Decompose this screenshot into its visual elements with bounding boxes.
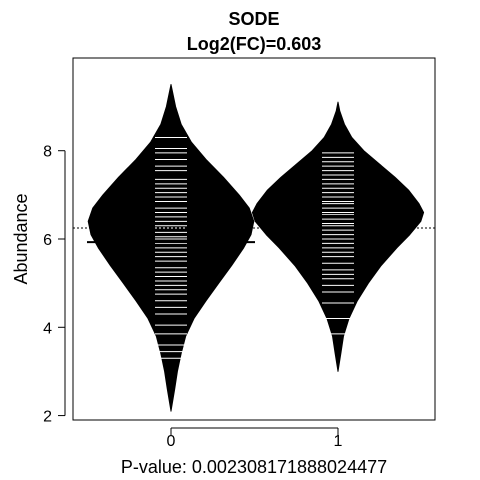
y-axis-label: Abundance [11, 193, 31, 284]
beans-layer [87, 84, 425, 412]
y-tick-label: 4 [43, 320, 52, 337]
y-axis: 2 4 6 8 [43, 144, 66, 426]
observations-layer [155, 136, 354, 359]
chart-title: SODE [228, 9, 279, 29]
x-tick-label: 0 [167, 433, 176, 450]
y-tick-label: 2 [43, 409, 52, 426]
x-axis-label: P-value: 0.00230817188802447​7 [121, 457, 387, 477]
plot-frame [72, 57, 436, 421]
means-layer [87, 215, 422, 244]
y-tick-label: 8 [43, 144, 52, 161]
y-tick-label: 6 [43, 232, 52, 249]
chart-subtitle: Log2(FC)=0.603 [187, 34, 322, 54]
bean-1 [251, 101, 425, 372]
x-tick-label: 1 [334, 433, 343, 450]
